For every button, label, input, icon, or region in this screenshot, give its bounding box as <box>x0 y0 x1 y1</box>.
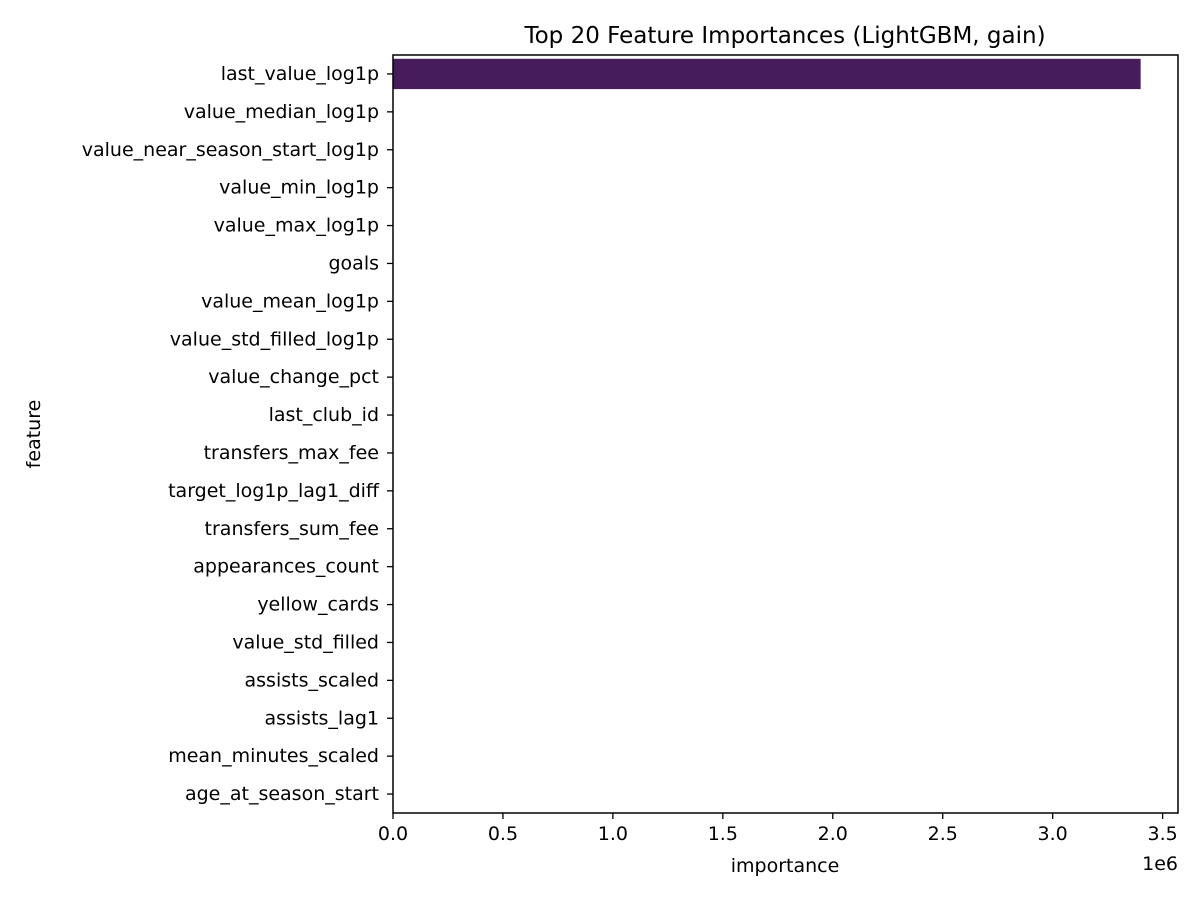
y-tick-label: transfers_sum_fee <box>205 518 379 540</box>
x-tick-label: 3.0 <box>1038 823 1068 845</box>
y-tick-label: value_mean_log1p <box>201 290 379 312</box>
y-tick-label: yellow_cards <box>257 594 379 616</box>
y-tick-label: value_std_filled <box>232 631 379 653</box>
y-tick-label: age_at_season_start <box>185 783 379 805</box>
y-tick-label: transfers_max_fee <box>204 442 379 464</box>
y-tick-label: assists_scaled <box>245 669 379 691</box>
x-tick-label: 1.5 <box>708 823 738 845</box>
y-tick-label: value_change_pct <box>208 366 379 388</box>
bars-layer <box>393 59 1141 809</box>
y-tick-label: target_log1p_lag1_diff <box>168 480 380 502</box>
x-axis: 0.0 0.5 1.0 1.5 2.0 2.5 3.0 3.5 <box>378 813 1178 845</box>
y-tick-label: value_max_log1p <box>214 215 379 237</box>
x-tick-label: 2.5 <box>928 823 958 845</box>
y-tick-label: last_club_id <box>269 404 379 426</box>
x-axis-label: importance <box>731 855 840 877</box>
x-tick-label: 0.0 <box>378 823 408 845</box>
chart-title: Top 20 Feature Importances (LightGBM, ga… <box>523 23 1045 49</box>
y-tick-label: value_median_log1p <box>184 101 379 123</box>
plot-frame <box>393 55 1178 813</box>
x-tick-label: 0.5 <box>488 823 518 845</box>
y-tick-label: last_value_log1p <box>221 63 379 85</box>
y-tick-label: appearances_count <box>193 556 379 578</box>
y-tick-label: mean_minutes_scaled <box>168 745 379 767</box>
x-axis-offset-label: 1e6 <box>1142 853 1178 875</box>
y-tick-label: goals <box>328 252 379 274</box>
y-axis-label: feature <box>23 400 45 469</box>
y-tick-label: value_std_filled_log1p <box>170 328 379 350</box>
y-axis: last_value_log1p value_median_log1p value_… <box>82 63 393 805</box>
x-tick-label: 1.0 <box>598 823 628 845</box>
y-tick-label: value_near_season_start_log1p <box>82 139 379 161</box>
x-tick-label: 3.5 <box>1147 823 1177 845</box>
x-tick-label: 2.0 <box>818 823 848 845</box>
y-tick-label: value_min_log1p <box>219 177 379 199</box>
y-tick-label: assists_lag1 <box>264 707 379 729</box>
bar-last-value-log1p <box>393 59 1141 89</box>
